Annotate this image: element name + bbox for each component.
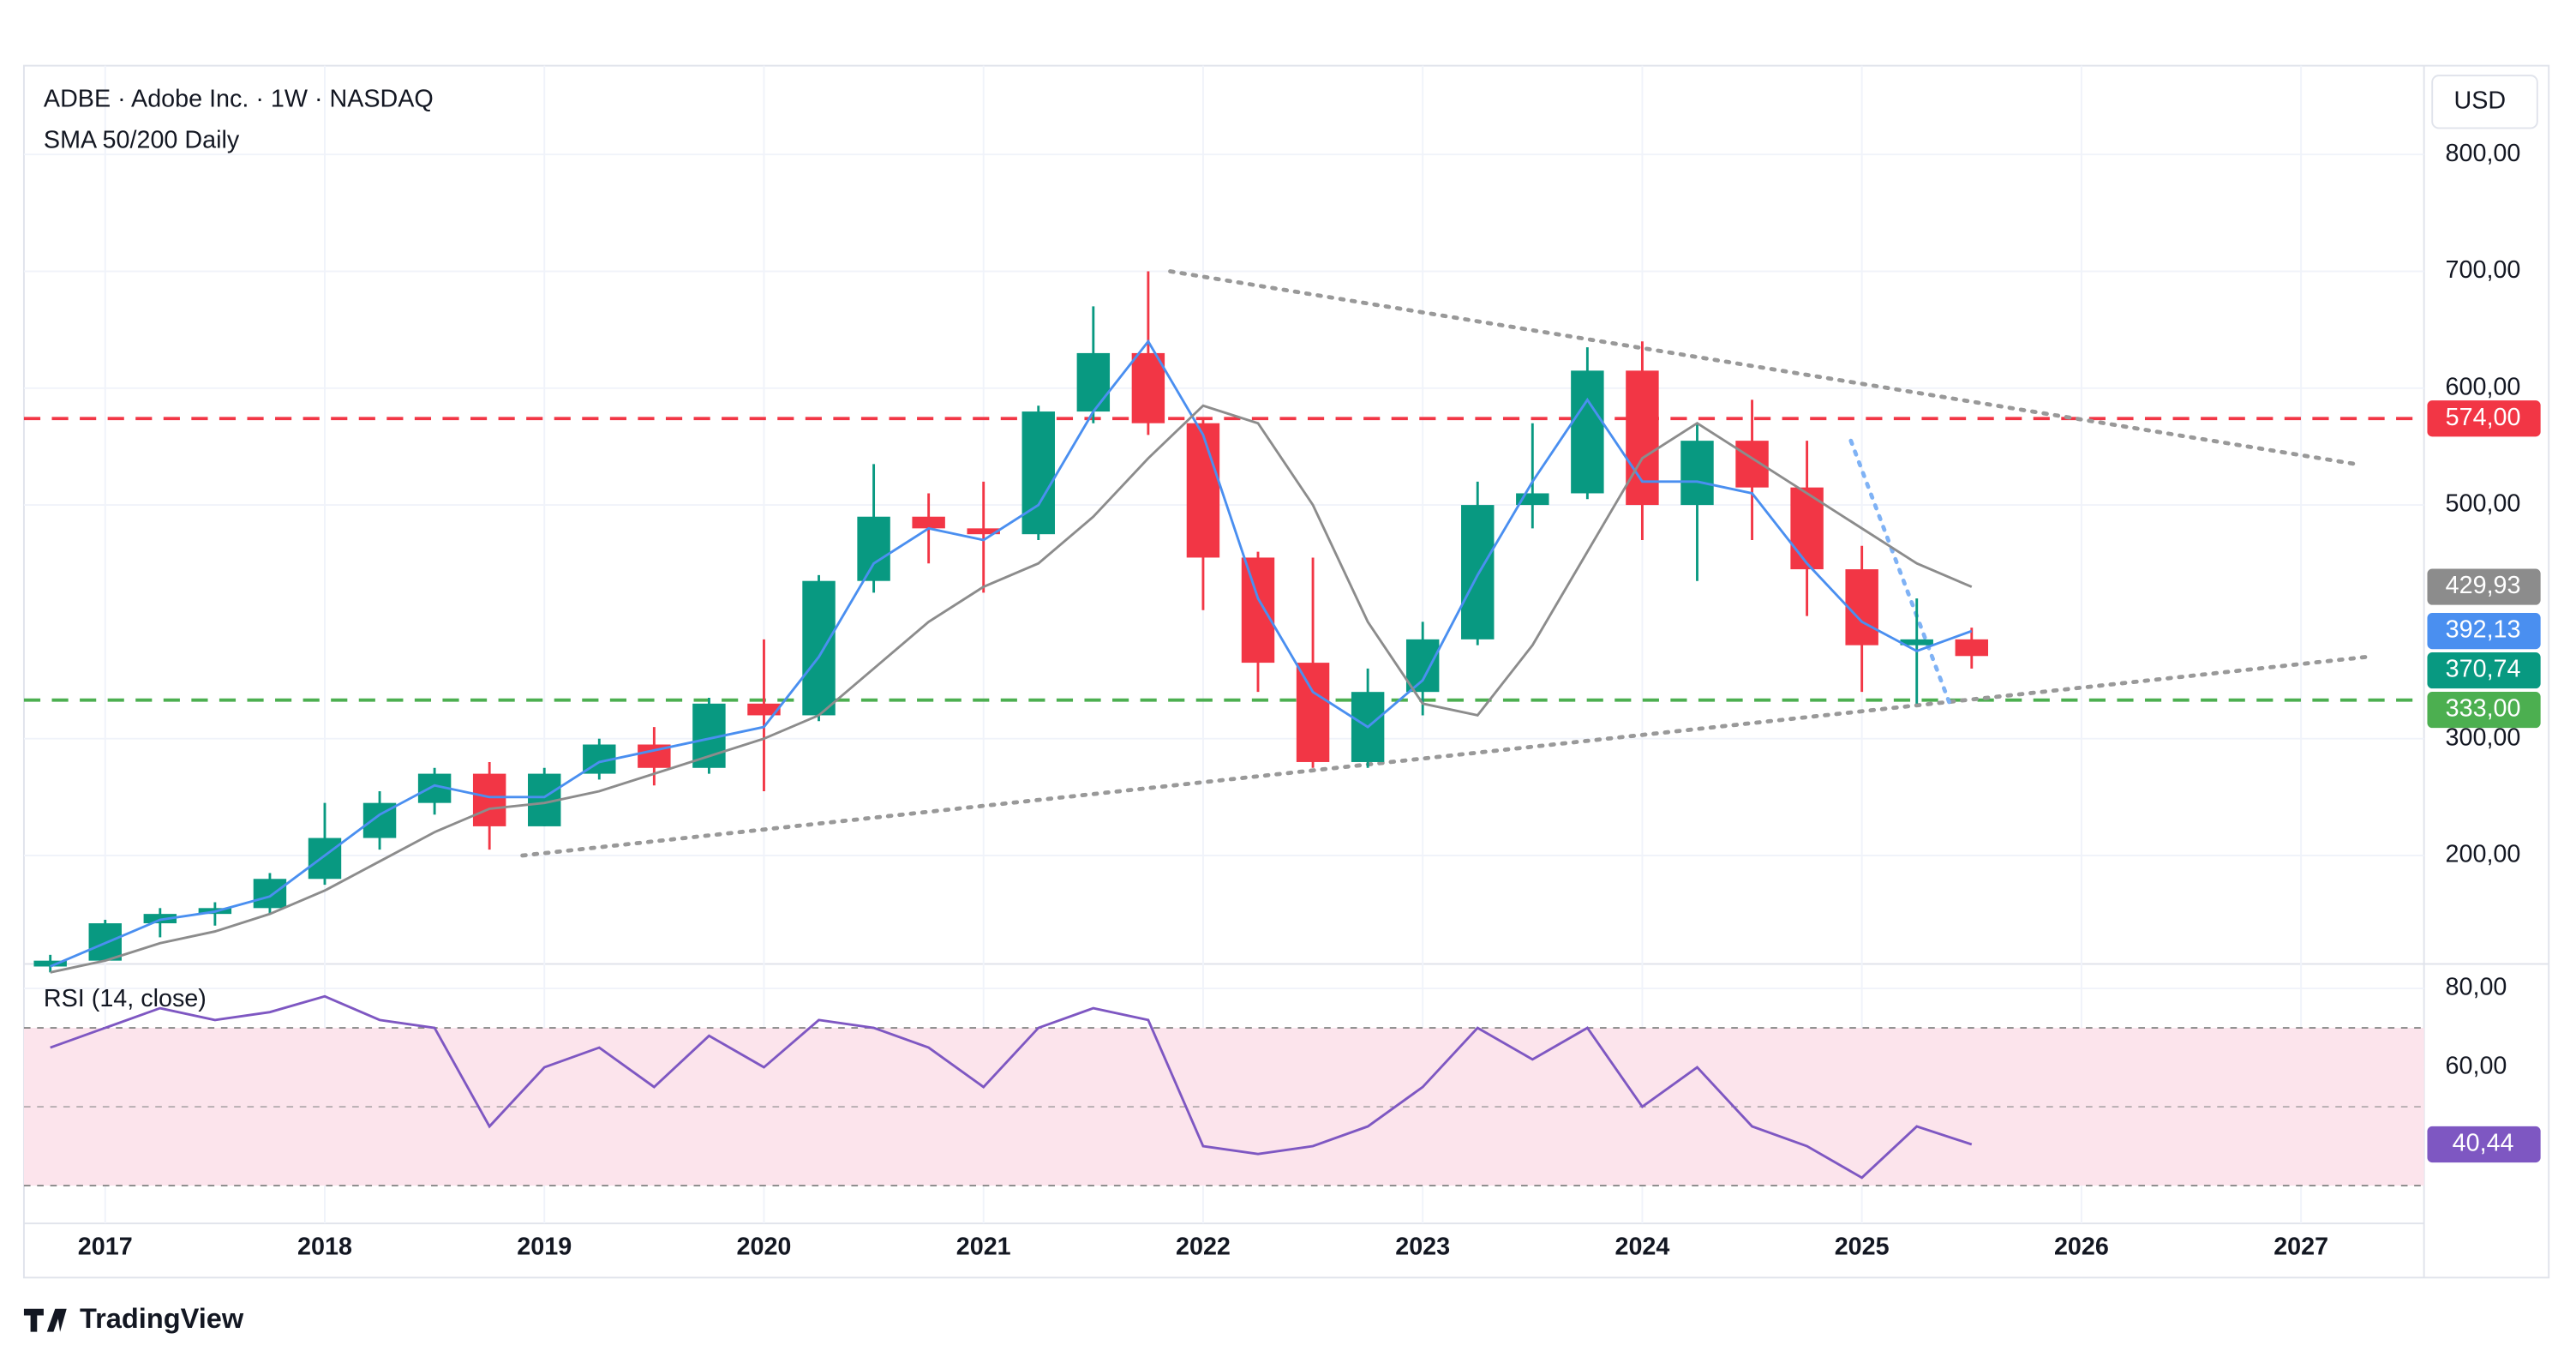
candle-body — [308, 838, 342, 880]
candle-body — [967, 528, 1000, 535]
x-tick-label: 2026 — [2054, 1233, 2109, 1260]
y-tick-label: 500,00 — [2446, 490, 2521, 518]
price-tag-label: 429,93 — [2446, 572, 2521, 599]
subtitle: SMA 50/200 Daily — [44, 126, 240, 153]
x-tick-label: 2023 — [1395, 1233, 1450, 1260]
labels: 2017 2018 2019 2020 2021 2022 2023 2024 2025 2026… — [78, 140, 2541, 1260]
y-tick-label: 600,00 — [2446, 373, 2521, 400]
candle-body — [1900, 639, 1933, 645]
y-tick-label: 200,00 — [2446, 841, 2521, 868]
candle-body — [1735, 441, 1769, 488]
price-tag — [2427, 1126, 2541, 1163]
trend-line — [1168, 269, 2358, 466]
trend-line — [520, 654, 2369, 858]
rsi-tick-label: 60,00 — [2446, 1053, 2507, 1080]
price-tag-label: 574,00 — [2446, 404, 2521, 431]
candle-body — [1021, 411, 1055, 535]
brand: TradingView — [80, 1303, 244, 1334]
candle-body — [802, 580, 836, 716]
currency-button[interactable] — [2431, 75, 2538, 129]
x-tick-label: 2024 — [1614, 1233, 1669, 1260]
candle-body — [472, 773, 506, 826]
x-tick-label: 2020 — [737, 1233, 792, 1260]
candle-body — [1626, 370, 1659, 506]
candle-body — [1131, 352, 1165, 423]
candle-body — [1680, 441, 1714, 506]
y-tick-label: 800,00 — [2446, 140, 2521, 167]
x-tick-label: 2025 — [1835, 1233, 1890, 1260]
y-tick-label: 300,00 — [2446, 724, 2521, 751]
candle-body — [1845, 569, 1878, 645]
y-tick-label: 700,00 — [2446, 256, 2521, 284]
trend-line — [1848, 438, 1952, 706]
sma-line — [50, 339, 1973, 968]
price-tag — [2427, 400, 2541, 437]
x-tick-label: 2027 — [2273, 1233, 2328, 1260]
candle-body — [912, 516, 945, 529]
logo-icon — [23, 1308, 67, 1332]
x-tick-label: 2021 — [956, 1233, 1011, 1260]
price-tag-label: 40,44 — [2453, 1130, 2514, 1157]
price-tag-label: 370,74 — [2446, 656, 2521, 683]
candle-body — [1405, 639, 1440, 693]
candle-body — [1076, 352, 1111, 412]
price-tag — [2427, 692, 2541, 729]
price-tag — [2427, 652, 2541, 689]
candle-body — [747, 703, 781, 716]
marks — [23, 269, 2424, 1180]
candle-body — [1241, 557, 1275, 663]
x-tick-label: 2017 — [78, 1233, 133, 1260]
price-tag-label: 333,00 — [2446, 695, 2521, 723]
candle-body — [1955, 639, 1989, 657]
price-tag — [2427, 613, 2541, 650]
x-tick-label: 2022 — [1176, 1233, 1231, 1260]
candle-body — [33, 960, 67, 967]
rsi-background — [23, 1027, 2424, 1186]
candle-body — [1571, 370, 1604, 494]
candle-body — [1186, 423, 1220, 558]
x-tick-label: 2018 — [297, 1233, 352, 1260]
rsi-tick-label: 80,00 — [2446, 974, 2507, 1001]
price-tag — [2427, 568, 2541, 605]
candle-body — [253, 879, 287, 909]
candle-body — [1461, 505, 1495, 639]
chart-title: ADBE · Adobe Inc. · 1W · NASDAQ — [44, 85, 434, 112]
price-tag-label: 392,13 — [2446, 616, 2521, 644]
sma-line — [50, 404, 1973, 974]
candle-body — [857, 516, 890, 581]
candle-body — [1296, 663, 1330, 762]
rsi-title: RSI (14, close) — [44, 985, 207, 1012]
rsi-line — [50, 994, 1973, 1180]
brand-logo: TradingView — [23, 1303, 244, 1334]
x-tick-label: 2019 — [517, 1233, 572, 1260]
currency[interactable]: USD — [2453, 87, 2506, 114]
